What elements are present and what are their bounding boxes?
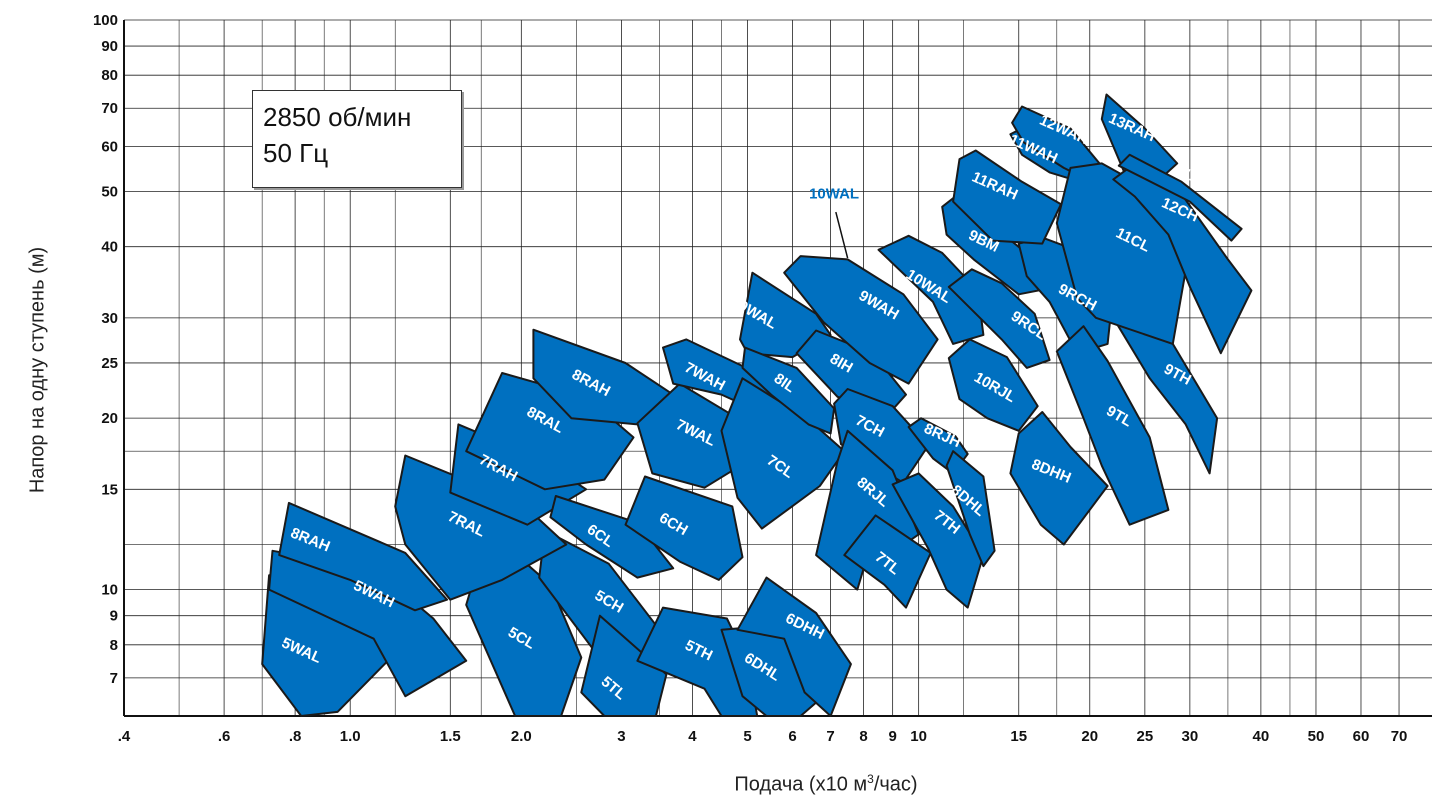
x-tick-label: 10 [910,728,927,745]
y-tick-label: 15 [101,481,118,498]
y-tick-label: 9 [110,608,118,625]
x-tick-label: 7 [826,728,834,745]
y-tick-label: 40 [101,239,118,256]
y-tick-label: 10 [101,582,118,599]
x-tick-label: 6 [788,728,796,745]
speed-frequency-note: 2850 об/мин 50 Гц [252,90,462,188]
y-tick-label: 50 [101,183,118,200]
pump-region-9tl [1055,325,1170,526]
pump-region-8rah [278,501,448,612]
pump-region-6dhh [736,576,852,717]
y-tick-label: 25 [101,355,118,372]
x-tick-label: .6 [218,728,231,745]
x-axis-label-main: Подача (х10 м [734,773,868,796]
x-tick-label: .8 [289,728,302,745]
x-tick-label: 1.0 [340,728,361,745]
y-tick-label: 70 [101,100,118,117]
pump-region-8il [741,346,836,435]
x-tick-label: .4 [118,728,131,745]
speed-text: 2850 об/мин [263,102,412,132]
y-tick-label: 30 [101,310,118,327]
pump-region-6cl [549,495,675,579]
pump-region-11ch [1117,153,1243,242]
pump-region-8dhl [945,450,996,568]
x-tick-label: 70 [1391,728,1408,745]
y-tick-label: 100 [93,12,118,29]
callout-label-10wal: 10WAL [809,186,859,203]
pump-region-7th [891,472,985,609]
x-tick-label: 4 [688,728,697,745]
x-tick-label: 25 [1137,728,1154,745]
pump-region-10rjl [947,338,1039,432]
pump-region-8ih [795,329,907,417]
x-tick-label: 30 [1182,728,1199,745]
x-tick-label: 8 [859,728,867,745]
x-axis-label-tail: /час) [873,773,918,796]
x-tick-label: 3 [617,728,625,745]
pump-region-8dhh [1009,411,1109,546]
x-tick-label: 60 [1353,728,1370,745]
y-tick-label: 60 [101,138,118,155]
pump-region-7tl [843,514,932,609]
x-tick-label: 1.5 [440,728,461,745]
x-tick-label: 2.0 [511,728,532,745]
x-axis-label-exponent: 3 [867,772,874,786]
pump-region-11rah [952,149,1062,245]
callout-leader-line [835,211,849,259]
y-axis-label: Напор на одну ступень (м) [26,246,49,494]
x-tick-label: 20 [1081,728,1098,745]
y-tick-label: 80 [101,67,118,84]
y-tick-label: 7 [110,670,118,687]
x-tick-label: 15 [1010,728,1027,745]
pump-region-7cl [720,377,846,530]
x-tick-label: 50 [1308,728,1325,745]
pump-region-5tl [580,614,668,717]
pump-region-7ral [394,454,568,601]
x-axis-label: Подача (х10 м3/час) [0,772,1432,797]
y-tick-label: 90 [101,38,118,55]
pump-region-9rcl [947,268,1051,369]
frequency-text: 50 Гц [263,138,329,168]
x-tick-label: 40 [1253,728,1270,745]
pump-region-9wah [783,255,939,385]
pump-region-6ch [624,475,744,581]
y-tick-label: 8 [110,637,118,654]
x-tick-label: 5 [743,728,751,745]
y-tick-label: 20 [101,410,118,427]
x-tick-label: 9 [888,728,896,745]
